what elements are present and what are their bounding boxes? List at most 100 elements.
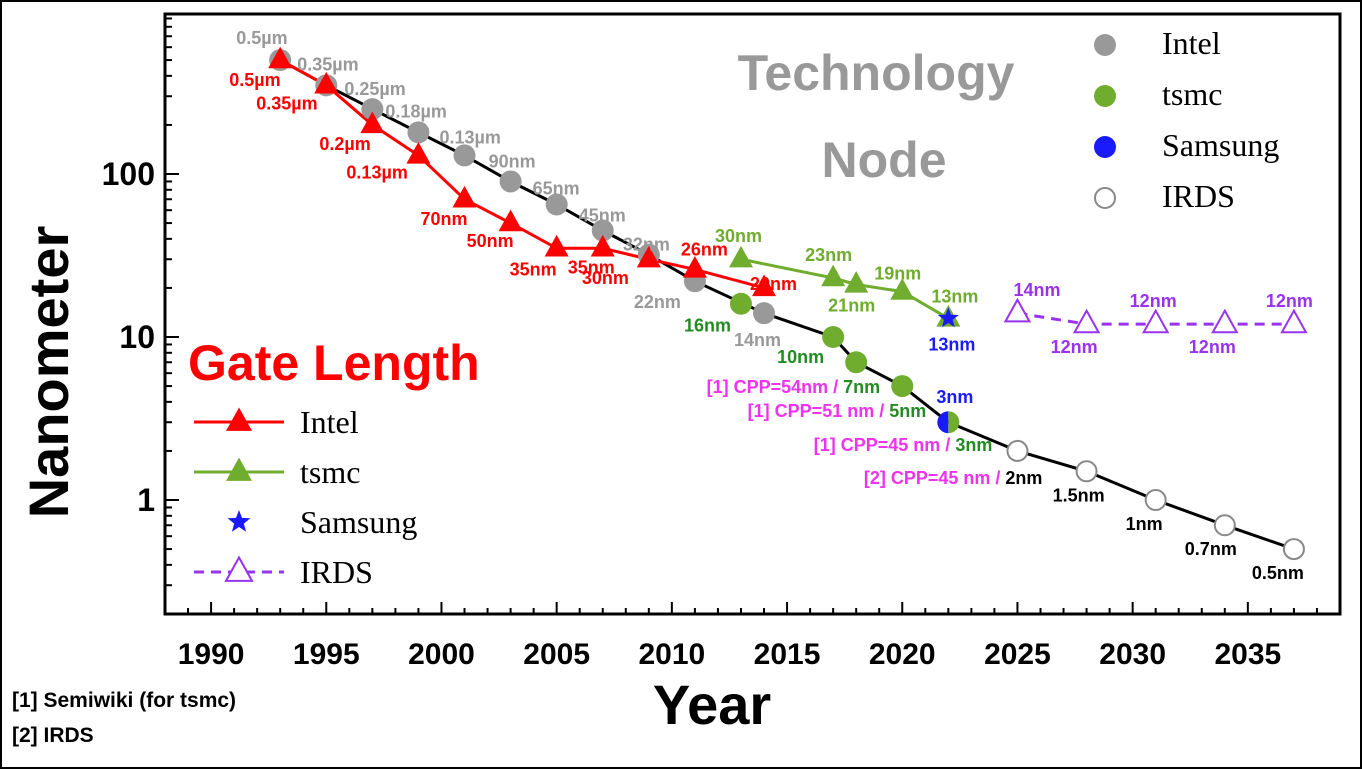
data-label: 14nm xyxy=(1013,280,1060,300)
cpp-note-text: [2] CPP=45 nm / xyxy=(864,468,1006,488)
cpp-note-text: [1] CPP=51 nm / xyxy=(748,401,890,421)
data-label: 30nm xyxy=(715,226,762,246)
legend-gate-marker xyxy=(226,407,252,431)
legend-gate-marker xyxy=(224,555,254,582)
data-label: 0.35µm xyxy=(297,54,358,74)
cpp-annotation: [1] CPP=45 nm / 3nm xyxy=(814,435,993,455)
legend-gate-label: Intel xyxy=(300,404,359,440)
data-label: 26nm xyxy=(681,239,728,259)
node-tsmc-point xyxy=(948,411,960,434)
node-irds-point xyxy=(1075,460,1098,483)
node-irds-point xyxy=(1213,514,1236,537)
legend-node-label: Samsung xyxy=(1162,127,1279,163)
x-tick-label: 2005 xyxy=(523,638,590,671)
node-irds-point xyxy=(1144,489,1167,511)
data-label: 22nm xyxy=(634,292,681,312)
data-label: 10nm xyxy=(777,347,824,367)
node-label: 7nm xyxy=(843,377,880,397)
data-label: 0.2µm xyxy=(319,134,370,154)
node-intel-point xyxy=(545,193,568,216)
data-label: 1.5nm xyxy=(1053,485,1105,505)
data-label: 13nm xyxy=(931,286,978,306)
node-irds-point xyxy=(1282,538,1305,561)
data-label: 65nm xyxy=(533,178,580,198)
cpp-note-text: [1] CPP=45 nm / xyxy=(814,435,956,455)
cpp-annotation: [1] CPP=54nm / 7nm xyxy=(707,377,881,397)
plot-area-frame xyxy=(163,12,1342,616)
node-tsmc-point xyxy=(891,375,914,398)
data-label: 16nm xyxy=(684,316,731,336)
node-tsmc-point xyxy=(845,351,868,374)
data-label: 30nm xyxy=(582,268,629,288)
legend-node-marker xyxy=(1094,85,1116,107)
x-tick-label: 2025 xyxy=(984,638,1051,671)
data-label: 20nm xyxy=(750,274,797,294)
legend-gate-label: Samsung xyxy=(300,504,417,540)
legend-node-marker xyxy=(1094,34,1116,56)
gate-intel-point xyxy=(360,111,385,134)
x-tick-label: 2020 xyxy=(869,638,936,671)
data-label: 0.18µm xyxy=(385,101,446,121)
data-label: 0.5nm xyxy=(1252,563,1304,583)
node-label: 5nm xyxy=(889,401,926,421)
data-label: 0.13µm xyxy=(440,127,501,147)
footnote-1: [1] Semiwiki (for tsmc) xyxy=(12,689,236,712)
gate-irds-point xyxy=(1211,308,1239,334)
data-label: 12nm xyxy=(1051,337,1098,357)
x-tick-label: 2010 xyxy=(638,638,705,671)
x-axis-title: Year xyxy=(653,673,771,736)
data-label: 13nm xyxy=(928,334,975,354)
data-label: 70nm xyxy=(421,209,468,229)
data-label: 90nm xyxy=(489,151,536,171)
legend-node-label: tsmc xyxy=(1162,76,1222,112)
legend-node-marker xyxy=(1094,136,1116,158)
node-intel-point xyxy=(453,144,476,167)
gate-intel-point xyxy=(268,46,293,69)
x-tick-label: 2000 xyxy=(408,638,475,671)
cpp-note-text: [1] CPP=54nm / xyxy=(707,377,844,397)
gate-tsmc-point xyxy=(728,245,753,268)
data-label: 35nm xyxy=(510,259,557,279)
data-label: 32nm xyxy=(623,235,670,255)
data-label: 0.5µm xyxy=(236,28,287,48)
data-label: 1nm xyxy=(1126,514,1163,534)
y-tick-label: 10 xyxy=(119,319,155,355)
legend-gate-label: IRDS xyxy=(300,554,373,590)
gate-irds-point xyxy=(1280,308,1308,334)
gate-intel-point xyxy=(406,142,431,164)
gate-irds-point xyxy=(1141,308,1170,334)
node-irds-point xyxy=(1006,439,1029,462)
x-tick-label: 2030 xyxy=(1099,638,1166,671)
cpp-annotation: [1] CPP=51 nm / 5nm xyxy=(748,401,927,421)
node-samsung-point xyxy=(937,411,949,434)
y-tick-label: 100 xyxy=(102,156,155,192)
gate-intel-point xyxy=(682,255,707,278)
data-label: 0.35µm xyxy=(256,93,317,113)
data-label: 23nm xyxy=(805,245,852,265)
node-intel-point xyxy=(361,98,384,121)
x-tick-label: 1995 xyxy=(293,638,360,671)
technology-node-legend: Intel tsmc Samsung IRDS xyxy=(1094,25,1279,214)
node-intel-point xyxy=(591,219,614,242)
node-label: 2nm xyxy=(1005,468,1042,488)
footnote-2: [2] IRDS xyxy=(12,724,94,747)
data-label: 35nm xyxy=(568,257,615,277)
x-tick-label: 1990 xyxy=(178,638,245,671)
gate-intel-point xyxy=(314,71,339,94)
gate-intel-point xyxy=(452,185,477,208)
node-intel-point xyxy=(407,121,430,144)
gate-length-legend: Intel tsmc Samsung IRDS xyxy=(194,404,417,590)
node-intel-point xyxy=(753,302,776,325)
data-label: 45nm xyxy=(579,206,626,226)
gate-intel-point xyxy=(544,234,569,257)
data-label: 19nm xyxy=(874,264,921,284)
legend-node-label: Intel xyxy=(1162,25,1221,61)
data-label: 14nm xyxy=(734,330,781,350)
x-tick-label: 2015 xyxy=(754,638,821,671)
gate-tsmc-point xyxy=(890,278,915,300)
data-label: 50nm xyxy=(467,231,514,251)
data-label: 3nm xyxy=(936,387,973,407)
legend-gate-marker xyxy=(227,510,251,532)
chart-title-line2: Node xyxy=(822,132,947,188)
